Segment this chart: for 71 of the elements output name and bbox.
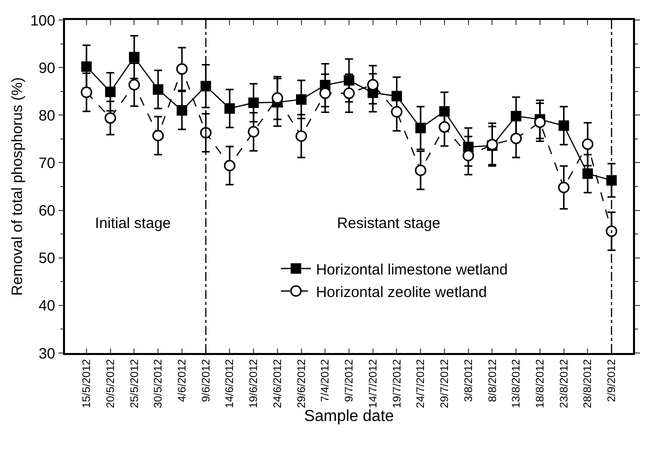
y-tick-label: 90 bbox=[38, 60, 56, 77]
y-tick-label: 70 bbox=[38, 154, 56, 172]
point bbox=[104, 112, 116, 124]
point bbox=[462, 150, 474, 162]
point bbox=[510, 132, 522, 144]
x-tick-label: 20/5/2012 bbox=[104, 359, 117, 408]
y-tick-label: 60 bbox=[38, 202, 56, 220]
point bbox=[200, 80, 212, 92]
x-tick-label: 14/7/2012 bbox=[367, 359, 380, 408]
y-tick-label: 100 bbox=[30, 12, 56, 30]
x-tick-label: 29/7/2012 bbox=[439, 359, 452, 408]
point bbox=[248, 98, 259, 108]
x-tick-label: 24/6/2012 bbox=[272, 359, 284, 408]
point bbox=[296, 130, 308, 142]
x-tick-label: 30/5/2012 bbox=[152, 359, 165, 408]
y-tick-label: 50 bbox=[38, 250, 56, 268]
y-tick-label: 30 bbox=[38, 345, 56, 362]
point bbox=[105, 86, 116, 98]
point bbox=[414, 164, 426, 176]
point bbox=[390, 106, 402, 118]
x-tick-label: 2/9/2012 bbox=[606, 359, 618, 402]
point bbox=[152, 130, 164, 142]
point bbox=[415, 122, 426, 134]
point bbox=[367, 78, 379, 90]
x-tick-label: 19/6/2012 bbox=[248, 359, 260, 408]
annotation: Initial stage bbox=[95, 215, 171, 232]
point bbox=[128, 52, 140, 62]
point bbox=[534, 116, 546, 128]
point bbox=[224, 103, 235, 114]
point bbox=[128, 78, 140, 90]
x-tick-label: 13/8/2012 bbox=[510, 359, 523, 408]
x-tick-label: 25/5/2012 bbox=[128, 359, 141, 408]
point bbox=[606, 225, 618, 237]
point bbox=[343, 88, 355, 100]
point bbox=[80, 86, 92, 98]
x-tick-label: 19/7/2012 bbox=[391, 359, 404, 408]
point bbox=[606, 175, 617, 186]
point bbox=[558, 182, 570, 194]
point bbox=[319, 88, 331, 100]
point bbox=[176, 105, 188, 116]
legend-label: Horizontal limestone wetland bbox=[316, 261, 508, 278]
x-tick-label: 8/8/2012 bbox=[486, 359, 499, 402]
point bbox=[558, 120, 570, 131]
x-tick-label: 7/4/2012 bbox=[320, 359, 332, 402]
x-tick-label: 4/6/2012 bbox=[176, 359, 189, 402]
point bbox=[582, 168, 593, 179]
legend-label: Horizontal zeolite wetland bbox=[316, 284, 487, 301]
point bbox=[81, 61, 92, 72]
y-tick-label: 80 bbox=[38, 107, 56, 124]
point bbox=[438, 121, 450, 133]
annotation: Resistant stage bbox=[337, 215, 440, 232]
x-tick-label: 28/8/2012 bbox=[582, 359, 594, 408]
point bbox=[176, 63, 188, 75]
point bbox=[296, 94, 307, 105]
point bbox=[248, 126, 260, 138]
point bbox=[272, 92, 284, 104]
x-tick-label: 3/8/2012 bbox=[462, 359, 475, 402]
y-tick-label: 40 bbox=[38, 298, 56, 315]
y-axis-title: Removal of total phosphorus (%) bbox=[8, 77, 26, 296]
x-tick-label: 18/8/2012 bbox=[534, 359, 546, 408]
point bbox=[582, 138, 594, 150]
x-tick-label: 9/7/2012 bbox=[344, 359, 356, 402]
x-tick-label: 29/6/2012 bbox=[296, 359, 308, 408]
x-axis-title: Sample date bbox=[304, 408, 394, 426]
x-tick-label: 15/5/2012 bbox=[81, 359, 94, 408]
point bbox=[224, 160, 236, 172]
x-tick-label: 24/7/2012 bbox=[415, 359, 428, 408]
x-tick-label: 14/6/2012 bbox=[224, 359, 236, 408]
point bbox=[152, 84, 164, 95]
x-tick-label: 23/8/2012 bbox=[558, 359, 570, 408]
x-tick-label: 9/6/2012 bbox=[200, 359, 212, 402]
